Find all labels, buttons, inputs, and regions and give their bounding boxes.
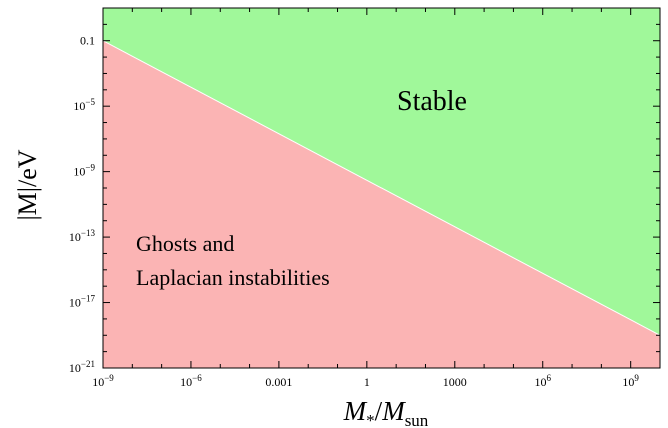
- x-axis-title-m2: M: [381, 396, 406, 426]
- y-tick-label-exp: −21: [81, 359, 95, 369]
- x-tick-label: 1: [364, 375, 370, 389]
- region-ghosts: [103, 40, 660, 369]
- y-tick-label: 10−21: [69, 359, 95, 375]
- y-tick-label: 10−17: [69, 294, 96, 310]
- y-tick-label-base: 10: [69, 296, 81, 310]
- y-tick-label: 0.1: [80, 34, 95, 48]
- region-label-stable: Stable: [397, 86, 467, 117]
- y-tick-label-exp: −17: [81, 294, 96, 304]
- x-tick-label-base: 1: [364, 375, 370, 389]
- y-tick-label-base: 10: [69, 230, 81, 244]
- y-tick-label-base: 10: [73, 99, 85, 113]
- y-tick-label: 10−9: [73, 163, 95, 179]
- x-axis-title-sub2: sun: [405, 411, 429, 428]
- x-tick-label-exp: −9: [104, 373, 114, 383]
- y-tick-label: 10−5: [73, 97, 95, 113]
- y-tick-label-base: 10: [73, 165, 85, 179]
- x-tick-label: 10−9: [92, 373, 114, 389]
- x-tick-label: 10−6: [180, 373, 202, 389]
- y-tick-label-base: 10: [69, 361, 81, 375]
- region-label-ghosts-line-1: Ghosts and: [136, 231, 234, 256]
- x-tick-label-base: 10: [180, 375, 192, 389]
- x-tick-label: 106: [534, 373, 551, 389]
- x-tick-label-base: 1000: [443, 375, 467, 389]
- y-tick-label-base: 0.1: [80, 34, 95, 48]
- plot-area: [102, 7, 661, 369]
- x-axis-title-m: M: [343, 396, 368, 426]
- y-tick-label: 10−13: [69, 228, 96, 244]
- y-tick-label-exp: −13: [81, 228, 96, 238]
- y-tick-label-exp: −9: [85, 163, 95, 173]
- x-tick-label-base: 10: [92, 375, 104, 389]
- region-label-ghosts-line-2: Laplacian instabilities: [136, 265, 330, 290]
- x-tick-label: 0.001: [265, 375, 292, 389]
- x-tick-label-exp: −6: [192, 373, 202, 383]
- boundary-line: [102, 40, 661, 336]
- x-tick-label: 1000: [443, 375, 467, 389]
- x-tick-label-exp: 6: [546, 373, 551, 383]
- x-tick-label-base: 10: [622, 375, 634, 389]
- ticks: 10−9 10−6 0.001 1 1000 106 1090.110−510−910−13…: [69, 7, 660, 389]
- x-tick-label-exp: 9: [634, 373, 639, 383]
- x-tick-label-base: 0.001: [265, 375, 292, 389]
- region-label-ghosts: Ghosts and Laplacian instabilities: [136, 231, 330, 290]
- y-tick-label-exp: −5: [85, 97, 95, 107]
- x-tick-label: 109: [622, 373, 639, 389]
- x-axis-title: M*/Msun: [343, 396, 429, 428]
- x-axis-title-sub1: *: [366, 411, 375, 428]
- x-axis-title-slash: /: [375, 396, 383, 426]
- y-axis-title: |M|/eV: [13, 149, 42, 220]
- x-tick-label-base: 10: [534, 375, 546, 389]
- region-stable: [103, 8, 660, 336]
